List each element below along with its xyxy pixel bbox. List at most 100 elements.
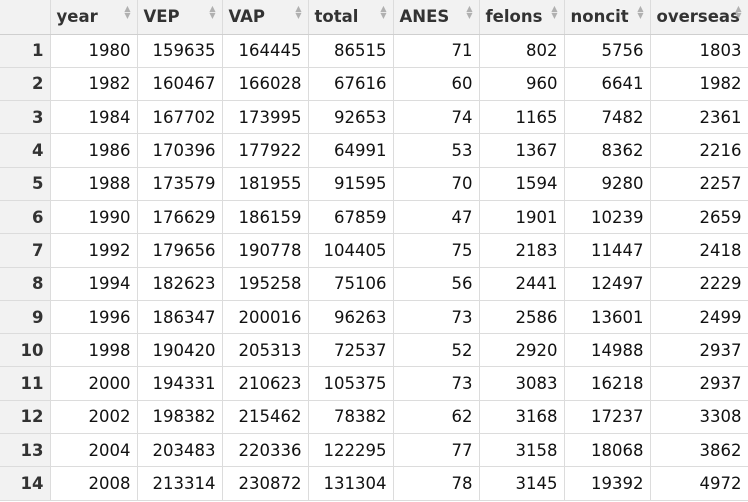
cell-overseas: 2659: [650, 200, 748, 235]
cell-felons: 1901: [479, 200, 565, 235]
table-row: 6 1990 176629 186159 67859 47 1901 10239 2659: [0, 200, 748, 235]
row-number: 7: [0, 233, 51, 268]
cell-vep: 194331: [137, 366, 223, 401]
cell-overseas: 2937: [650, 366, 748, 401]
table-row: 14 2008 213314 230872 131304 78 3145 19392 4972: [0, 466, 748, 501]
cell-overseas: 3308: [650, 400, 748, 435]
cell-year: 1990: [50, 200, 138, 235]
cell-total: 75106: [308, 267, 394, 301]
cell-year: 1982: [50, 67, 138, 102]
column-header-anes[interactable]: ANES ▲ ▼: [393, 0, 480, 35]
cell-vap: 200016: [222, 300, 309, 335]
cell-anes: 75: [393, 233, 480, 268]
cell-total: 86515: [308, 34, 394, 68]
cell-total: 78382: [308, 400, 394, 435]
column-header-label: ANES: [399, 7, 450, 27]
table-row: 8 1994 182623 195258 75106 56 2441 12497 2229: [0, 267, 748, 301]
cell-noncit: 7482: [564, 100, 651, 135]
cell-felons: 1594: [479, 167, 565, 201]
row-number: 13: [0, 433, 51, 468]
cell-anes: 70: [393, 167, 480, 201]
cell-year: 2002: [50, 400, 138, 435]
cell-vep: 170396: [137, 133, 223, 168]
table-row: 5 1988 173579 181955 91595 70 1594 9280 2257: [0, 167, 748, 201]
cell-vap: 195258: [222, 267, 309, 301]
cell-total: 96263: [308, 300, 394, 335]
cell-anes: 77: [393, 433, 480, 468]
cell-felons: 2183: [479, 233, 565, 268]
cell-total: 72537: [308, 333, 394, 368]
cell-anes: 62: [393, 400, 480, 435]
cell-vap: 177922: [222, 133, 309, 168]
column-header-label: noncit: [570, 7, 629, 27]
column-header-felons[interactable]: felons ▲ ▼: [479, 0, 565, 35]
cell-anes: 60: [393, 67, 480, 102]
table-row: 12 2002 198382 215462 78382 62 3168 17237 3308: [0, 400, 748, 435]
cell-year: 1988: [50, 167, 138, 201]
cell-year: 1992: [50, 233, 138, 268]
row-number: 12: [0, 400, 51, 435]
column-header-total[interactable]: total ▲ ▼: [308, 0, 394, 35]
column-header-overseas[interactable]: overseas ▲ ▼: [650, 0, 748, 35]
row-number: 1: [0, 34, 51, 68]
cell-year: 1986: [50, 133, 138, 168]
sort-arrows-icon[interactable]: ▲ ▼: [637, 4, 644, 20]
cell-total: 104405: [308, 233, 394, 268]
row-number: 4: [0, 133, 51, 168]
cell-total: 92653: [308, 100, 394, 135]
cell-vep: 173579: [137, 167, 223, 201]
cell-anes: 71: [393, 34, 480, 68]
table-row: 2 1982 160467 166028 67616 60 960 6641 1982: [0, 67, 748, 102]
cell-vap: 230872: [222, 466, 309, 501]
cell-felons: 960: [479, 67, 565, 102]
cell-overseas: 2216: [650, 133, 748, 168]
sort-arrows-icon[interactable]: ▲ ▼: [551, 4, 558, 20]
cell-anes: 73: [393, 300, 480, 335]
cell-felons: 2586: [479, 300, 565, 335]
cell-total: 131304: [308, 466, 394, 501]
cell-noncit: 19392: [564, 466, 651, 501]
cell-anes: 78: [393, 466, 480, 501]
cell-felons: 802: [479, 34, 565, 68]
column-header-label: year: [56, 7, 98, 27]
cell-vap: 173995: [222, 100, 309, 135]
column-header-label: felons: [485, 7, 543, 27]
sort-arrows-icon[interactable]: ▲ ▼: [295, 4, 302, 20]
cell-vep: 167702: [137, 100, 223, 135]
cell-total: 64991: [308, 133, 394, 168]
cell-felons: 3083: [479, 366, 565, 401]
cell-year: 2008: [50, 466, 138, 501]
column-header-year[interactable]: year ▲ ▼: [50, 0, 138, 35]
cell-overseas: 3862: [650, 433, 748, 468]
cell-total: 67616: [308, 67, 394, 102]
sort-arrows-icon[interactable]: ▲ ▼: [124, 4, 131, 20]
cell-felons: 1165: [479, 100, 565, 135]
cell-year: 2000: [50, 366, 138, 401]
sort-arrows-icon[interactable]: ▲ ▼: [466, 4, 473, 20]
cell-year: 1998: [50, 333, 138, 368]
sort-arrows-icon[interactable]: ▲ ▼: [209, 4, 216, 20]
cell-anes: 47: [393, 200, 480, 235]
cell-year: 1984: [50, 100, 138, 135]
column-header-vep[interactable]: VEP ▲ ▼: [137, 0, 223, 35]
row-number: 3: [0, 100, 51, 135]
cell-noncit: 12497: [564, 267, 651, 301]
cell-overseas: 2257: [650, 167, 748, 201]
cell-overseas: 2937: [650, 333, 748, 368]
sort-arrows-icon[interactable]: ▲ ▼: [735, 4, 742, 20]
cell-year: 1994: [50, 267, 138, 301]
sort-arrows-icon[interactable]: ▲ ▼: [380, 4, 387, 20]
column-header-vap[interactable]: VAP ▲ ▼: [222, 0, 309, 35]
column-header-noncit[interactable]: noncit ▲ ▼: [564, 0, 651, 35]
cell-vap: 210623: [222, 366, 309, 401]
cell-overseas: 2418: [650, 233, 748, 268]
cell-felons: 3145: [479, 466, 565, 501]
cell-overseas: 2229: [650, 267, 748, 301]
cell-vep: 203483: [137, 433, 223, 468]
cell-noncit: 13601: [564, 300, 651, 335]
header-row: year ▲ ▼ VEP ▲ ▼ VAP ▲ ▼ total ▲ ▼ ANES ▲ ▼ felons ▲ ▼ non…: [0, 0, 748, 35]
cell-overseas: 2361: [650, 100, 748, 135]
cell-vep: 179656: [137, 233, 223, 268]
cell-noncit: 14988: [564, 333, 651, 368]
